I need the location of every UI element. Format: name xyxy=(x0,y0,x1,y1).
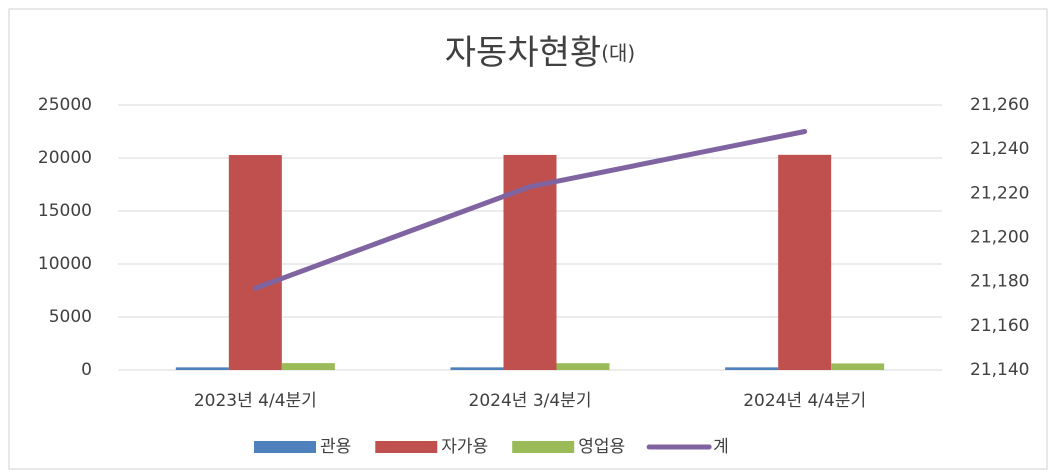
legend-label: 자가용 xyxy=(441,437,488,457)
y2-tick-label: 21,160 xyxy=(970,316,1029,336)
y2-tick-label: 21,180 xyxy=(970,272,1029,292)
bar xyxy=(556,363,610,370)
bar xyxy=(725,367,779,370)
bar xyxy=(175,367,229,370)
legend-label: 관용 xyxy=(320,437,351,457)
y2-tick-label: 21,220 xyxy=(970,183,1029,203)
legend-swatch xyxy=(254,441,316,453)
y-tick-label: 25000 xyxy=(38,95,92,115)
x-tick-label: 2023년 4/4분기 xyxy=(194,391,317,411)
bar xyxy=(778,154,832,370)
legend-swatch xyxy=(512,441,575,453)
y2-tick-label: 21,240 xyxy=(970,139,1029,159)
x-tick-label: 2024년 3/4분기 xyxy=(469,391,592,411)
bar xyxy=(450,367,504,370)
bar xyxy=(281,363,335,370)
title-main: 자동차현황 xyxy=(445,33,601,73)
chart-title: 자동차현황(대) xyxy=(445,33,635,73)
y2-tick-label: 21,260 xyxy=(970,95,1029,115)
y-tick-label: 10000 xyxy=(38,254,92,274)
y-tick-label: 20000 xyxy=(38,148,92,168)
line-series xyxy=(252,129,808,291)
y2-tick-label: 21,200 xyxy=(970,228,1029,248)
y-tick-label: 5000 xyxy=(49,307,92,327)
legend-label: 영업용 xyxy=(578,437,625,457)
y2-tick-label: 21,140 xyxy=(970,360,1029,380)
bar xyxy=(228,155,282,370)
legend-swatch xyxy=(375,441,438,453)
bar xyxy=(831,363,885,370)
y-tick-label: 0 xyxy=(81,360,92,380)
title-unit: (대) xyxy=(601,41,635,65)
legend-label: 계 xyxy=(713,437,729,457)
x-tick-label: 2024년 4/4분기 xyxy=(743,391,866,411)
y-tick-label: 15000 xyxy=(38,201,92,221)
